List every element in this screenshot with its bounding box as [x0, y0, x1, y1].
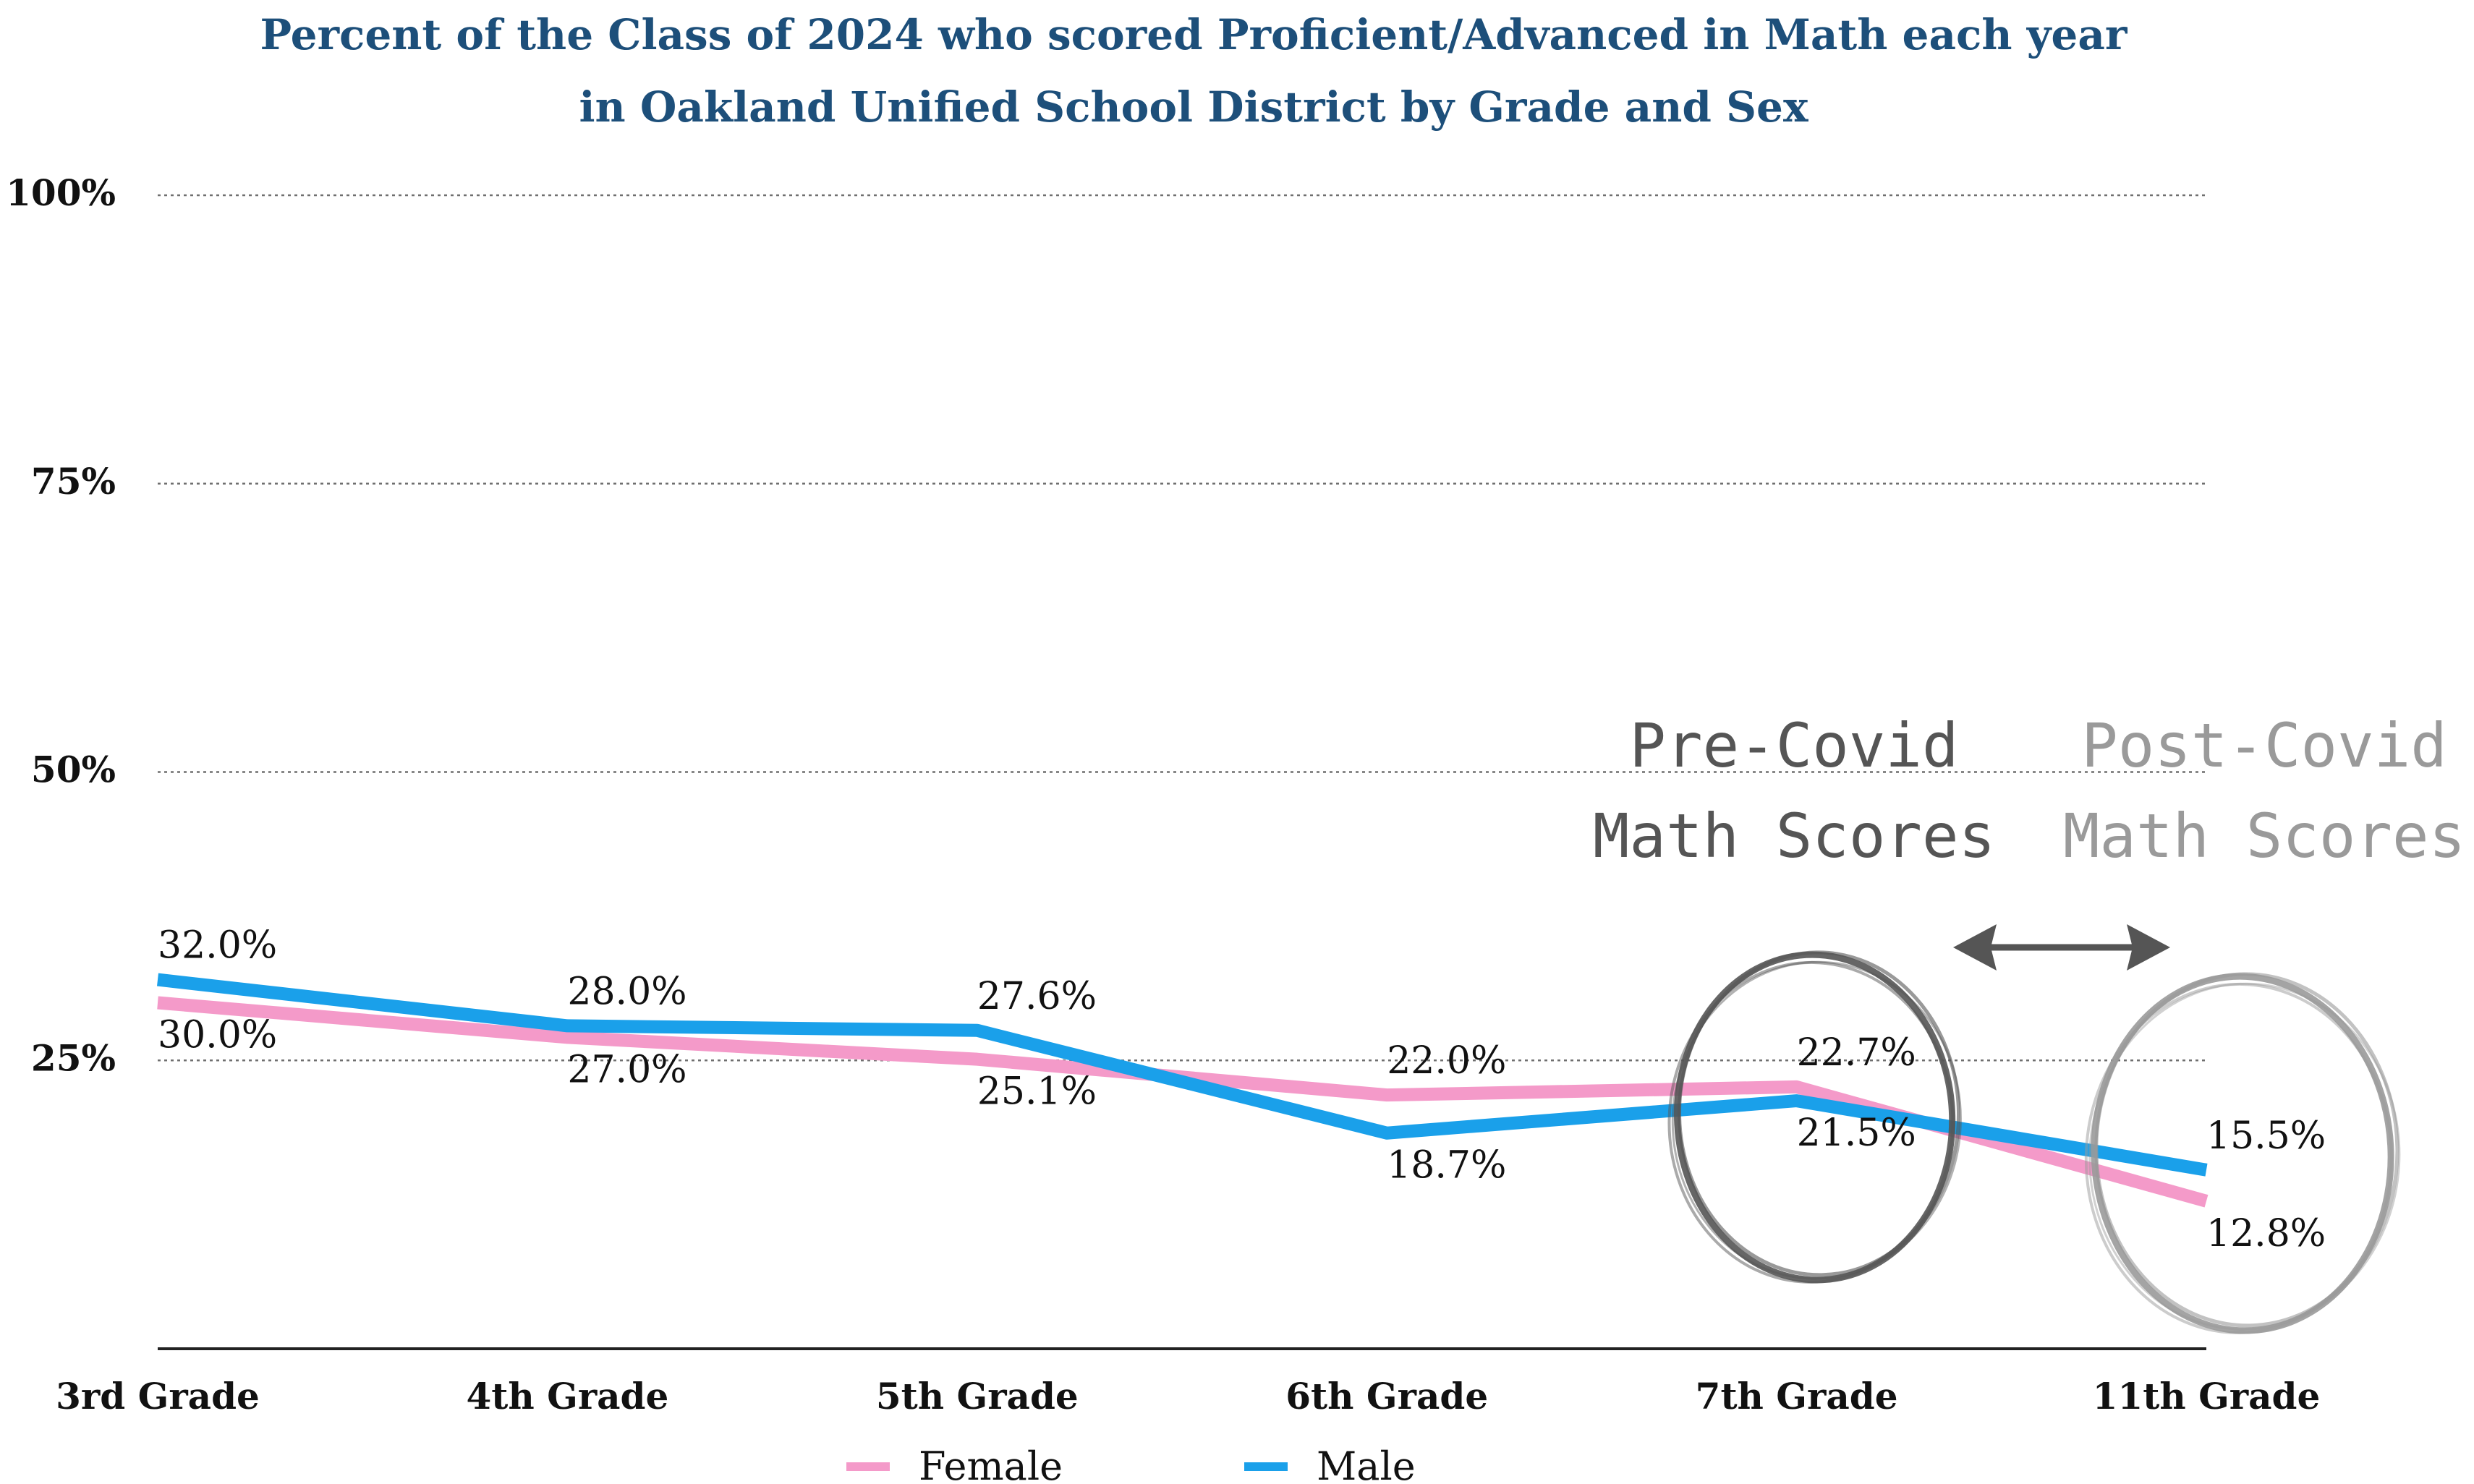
y-tick-label: 100% [6, 171, 116, 214]
x-tick-label: 11th Grade [2093, 1375, 2321, 1417]
annotation-text: Math Scores [1593, 801, 1995, 871]
y-tick-label: 50% [31, 749, 116, 791]
chart-subtitle: in Oakland Unified School District by Gr… [579, 82, 1808, 132]
post-covid-circle [2084, 982, 2393, 1334]
y-tick-label: 25% [31, 1036, 116, 1079]
legend-label: Male [1317, 1444, 1416, 1484]
data-label: 27.0% [567, 1048, 686, 1091]
pre-covid-circle [1678, 950, 1961, 1277]
data-labels: 30.0% 27.0% 25.1% 22.0% 22.7% 12.8% 32.0% 28.0%… [158, 924, 2326, 1255]
data-label: 32.0% [158, 924, 277, 968]
data-label: 18.7% [1387, 1144, 1506, 1187]
chart-title: Percent of the Class of 2024 who scored … [260, 10, 2128, 59]
covid-annotations: Pre-Covid Math Scores Post-Covid Math Score… [1593, 710, 2465, 1334]
post-covid-circle [2088, 982, 2401, 1331]
x-tick-label: 3rd Grade [56, 1375, 260, 1417]
series-line-male [156, 973, 2208, 1177]
arrow-right-head [2127, 924, 2170, 971]
pre-covid-circle [1671, 960, 1962, 1280]
x-tick-label: 5th Grade [876, 1375, 1079, 1417]
data-label: 15.5% [2206, 1114, 2326, 1158]
legend: Female Male [846, 1444, 1416, 1484]
data-label: 27.6% [977, 975, 1097, 1018]
arrow-left-head [1953, 924, 1997, 971]
series-lines [156, 973, 2209, 1208]
y-tick-label: 75% [31, 460, 116, 503]
data-label: 28.0% [567, 970, 686, 1013]
legend-label: Female [919, 1444, 1063, 1484]
gridlines [158, 194, 2206, 1062]
x-tick-label: 6th Grade [1285, 1375, 1488, 1417]
x-tick-label: 7th Grade [1696, 1375, 1898, 1417]
data-label: 21.5% [1797, 1112, 1916, 1155]
x-tick-label: 4th Grade [466, 1375, 668, 1417]
x-axis-ticks: 3rd Grade 4th Grade 5th Grade 6th Grade 7th … [56, 1375, 2320, 1417]
post-covid-circle [2094, 972, 2399, 1328]
pre-covid-circle [1667, 960, 1955, 1284]
data-label: 25.1% [977, 1070, 1097, 1114]
data-label: 22.7% [1797, 1031, 1916, 1075]
annotation-text: Pre-Covid [1629, 710, 1958, 781]
y-axis-ticks: 25% 50% 75% 100% [6, 171, 116, 1079]
annotation-text: Math Scores [2063, 801, 2465, 871]
data-label: 22.0% [1387, 1039, 1506, 1083]
data-label: 12.8% [2206, 1212, 2326, 1255]
data-label: 30.0% [158, 1014, 277, 1057]
annotation-text: Post-Covid [2081, 710, 2447, 781]
